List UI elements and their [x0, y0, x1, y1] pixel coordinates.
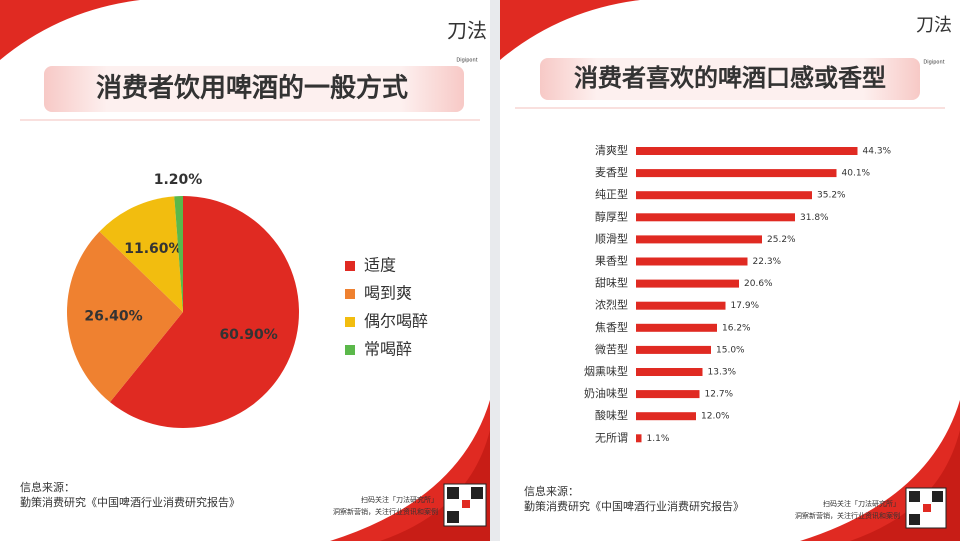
data-label: 12.0%: [701, 412, 730, 422]
bar: [636, 434, 642, 443]
bar: [636, 235, 762, 244]
y-tick-label: 醇厚型: [595, 209, 628, 223]
data-label: 16.2%: [722, 323, 751, 333]
pie-slice: [174, 196, 183, 312]
y-tick-label: 焦香型: [595, 320, 628, 334]
bar: [636, 169, 837, 178]
source: 勤策消费研究《中国啤酒行业消费研究报告》: [20, 495, 240, 509]
data-label: 12.7%: [705, 390, 734, 400]
brand: 刀法: [447, 19, 487, 43]
qr-caption: 洞察新营销，关注行业资讯和案例: [795, 511, 900, 520]
data-label: 17.9%: [731, 301, 760, 311]
bar: [636, 279, 739, 288]
brand: 刀法: [916, 15, 952, 36]
bar: [636, 368, 703, 376]
y-tick-label: 浓烈型: [595, 298, 628, 312]
y-tick-label: 果香型: [595, 254, 628, 268]
y-tick-label: 奶油味型: [584, 386, 628, 400]
qr-code: [905, 487, 947, 529]
y-tick-label: 酸味型: [595, 408, 628, 422]
brand-sub: Digipont: [923, 60, 944, 66]
qr-caption: 扫码关注「刀法研究所」: [823, 499, 900, 508]
y-tick-label: 清爽型: [595, 143, 628, 157]
brand-sub: Digipont: [456, 58, 477, 64]
legend-label: 适度: [364, 256, 396, 275]
bar: [636, 301, 726, 310]
y-tick-label: 麦香型: [595, 165, 628, 179]
legend-swatch: [345, 261, 355, 271]
legend-label: 喝到爽: [364, 284, 412, 303]
source: 勤策消费研究《中国啤酒行业消费研究报告》: [524, 499, 744, 513]
chart-title: 消费者喜欢的啤酒口感或香型: [574, 64, 886, 92]
bar: [636, 323, 717, 332]
data-label: 26.40%: [84, 308, 142, 324]
pie-slice: [99, 196, 183, 312]
data-label: 44.3%: [863, 147, 892, 157]
y-tick-label: 烟熏味型: [584, 364, 628, 378]
data-label: 15.0%: [716, 345, 745, 355]
qr-caption: 扫码关注「刀法研究所」: [361, 495, 438, 504]
legend-swatch: [345, 289, 355, 299]
legend-swatch: [345, 345, 355, 355]
bar: [636, 345, 711, 354]
title-pill: [540, 58, 920, 100]
bar: [636, 257, 748, 266]
title-pill: [44, 66, 464, 112]
bar: [636, 191, 812, 200]
pie-slice: [66, 231, 183, 403]
source-label: 信息来源：: [524, 484, 579, 498]
y-tick-label: 无所谓: [595, 431, 628, 444]
source-label: 信息来源：: [20, 480, 75, 494]
pie-slice: [109, 196, 300, 428]
y-tick-label: 顺滑型: [595, 231, 628, 245]
chart-title: 消费者饮用啤酒的一般方式: [96, 73, 408, 104]
legend-label: 常喝醉: [364, 340, 412, 359]
data-label: 22.3%: [753, 257, 782, 267]
bar: [636, 390, 700, 399]
bar: [636, 147, 858, 155]
legend-label: 偶尔喝醉: [364, 312, 428, 331]
y-tick-label: 甜味型: [595, 276, 628, 290]
bar: [636, 213, 795, 222]
data-label: 60.90%: [219, 327, 277, 343]
qr-code: [443, 483, 487, 527]
data-label: 31.8%: [800, 213, 829, 223]
data-label: 1.20%: [154, 172, 203, 188]
data-label: 20.6%: [744, 279, 773, 289]
y-tick-label: 微苦型: [595, 342, 628, 356]
bar: [636, 412, 696, 421]
data-label: 1.1%: [647, 434, 670, 444]
data-label: 25.2%: [767, 235, 796, 245]
data-label: 13.3%: [708, 368, 737, 378]
legend-swatch: [345, 317, 355, 327]
data-label: 11.60%: [124, 241, 182, 257]
data-label: 40.1%: [842, 169, 871, 179]
qr-caption: 洞察新营销，关注行业资讯和案例: [333, 507, 438, 516]
y-tick-label: 纯正型: [595, 187, 628, 201]
data-label: 35.2%: [817, 191, 846, 201]
